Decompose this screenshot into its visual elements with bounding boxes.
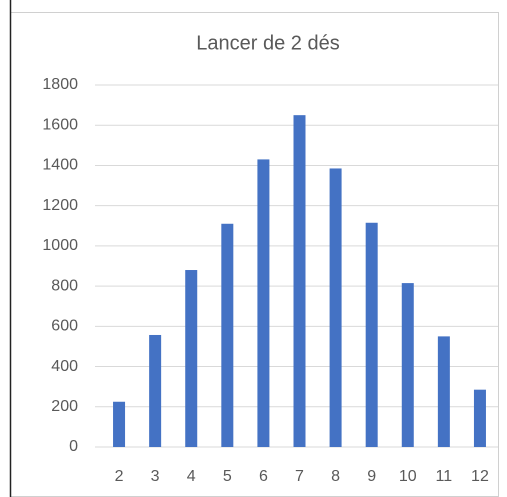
y-tick-label: 1600 [42, 116, 78, 133]
y-tick-label: 0 [69, 438, 78, 455]
x-tick-label: 6 [259, 468, 268, 485]
x-tick-label: 2 [115, 468, 124, 485]
bar [365, 222, 378, 447]
x-tick-label: 4 [187, 468, 196, 485]
x-tick-label: 8 [331, 468, 340, 485]
bar [257, 159, 270, 447]
x-tick-label: 7 [295, 468, 304, 485]
x-tick-label: 12 [471, 468, 489, 485]
bar [221, 223, 234, 447]
bar [329, 168, 342, 447]
y-tick-label: 600 [51, 318, 78, 335]
x-tick-label: 10 [399, 468, 417, 485]
bar [437, 336, 450, 447]
bar [149, 334, 162, 447]
bar [185, 270, 198, 447]
y-tick-label: 200 [51, 398, 78, 415]
bar [473, 389, 486, 447]
bar [293, 115, 306, 448]
y-tick-label: 1000 [42, 237, 78, 254]
x-tick-label: 3 [151, 468, 160, 485]
y-tick-label: 1200 [42, 197, 78, 214]
chart-title: Lancer de 2 dés [196, 32, 339, 54]
y-tick-label: 400 [51, 358, 78, 375]
y-tick-label: 1400 [42, 157, 78, 174]
y-tick-label: 800 [51, 277, 78, 294]
x-tick-label: 5 [223, 468, 232, 485]
bar [113, 401, 126, 447]
x-tick-label: 9 [367, 468, 376, 485]
bar [401, 283, 414, 447]
y-tick-label: 1800 [42, 76, 78, 93]
x-tick-label: 11 [436, 468, 453, 485]
